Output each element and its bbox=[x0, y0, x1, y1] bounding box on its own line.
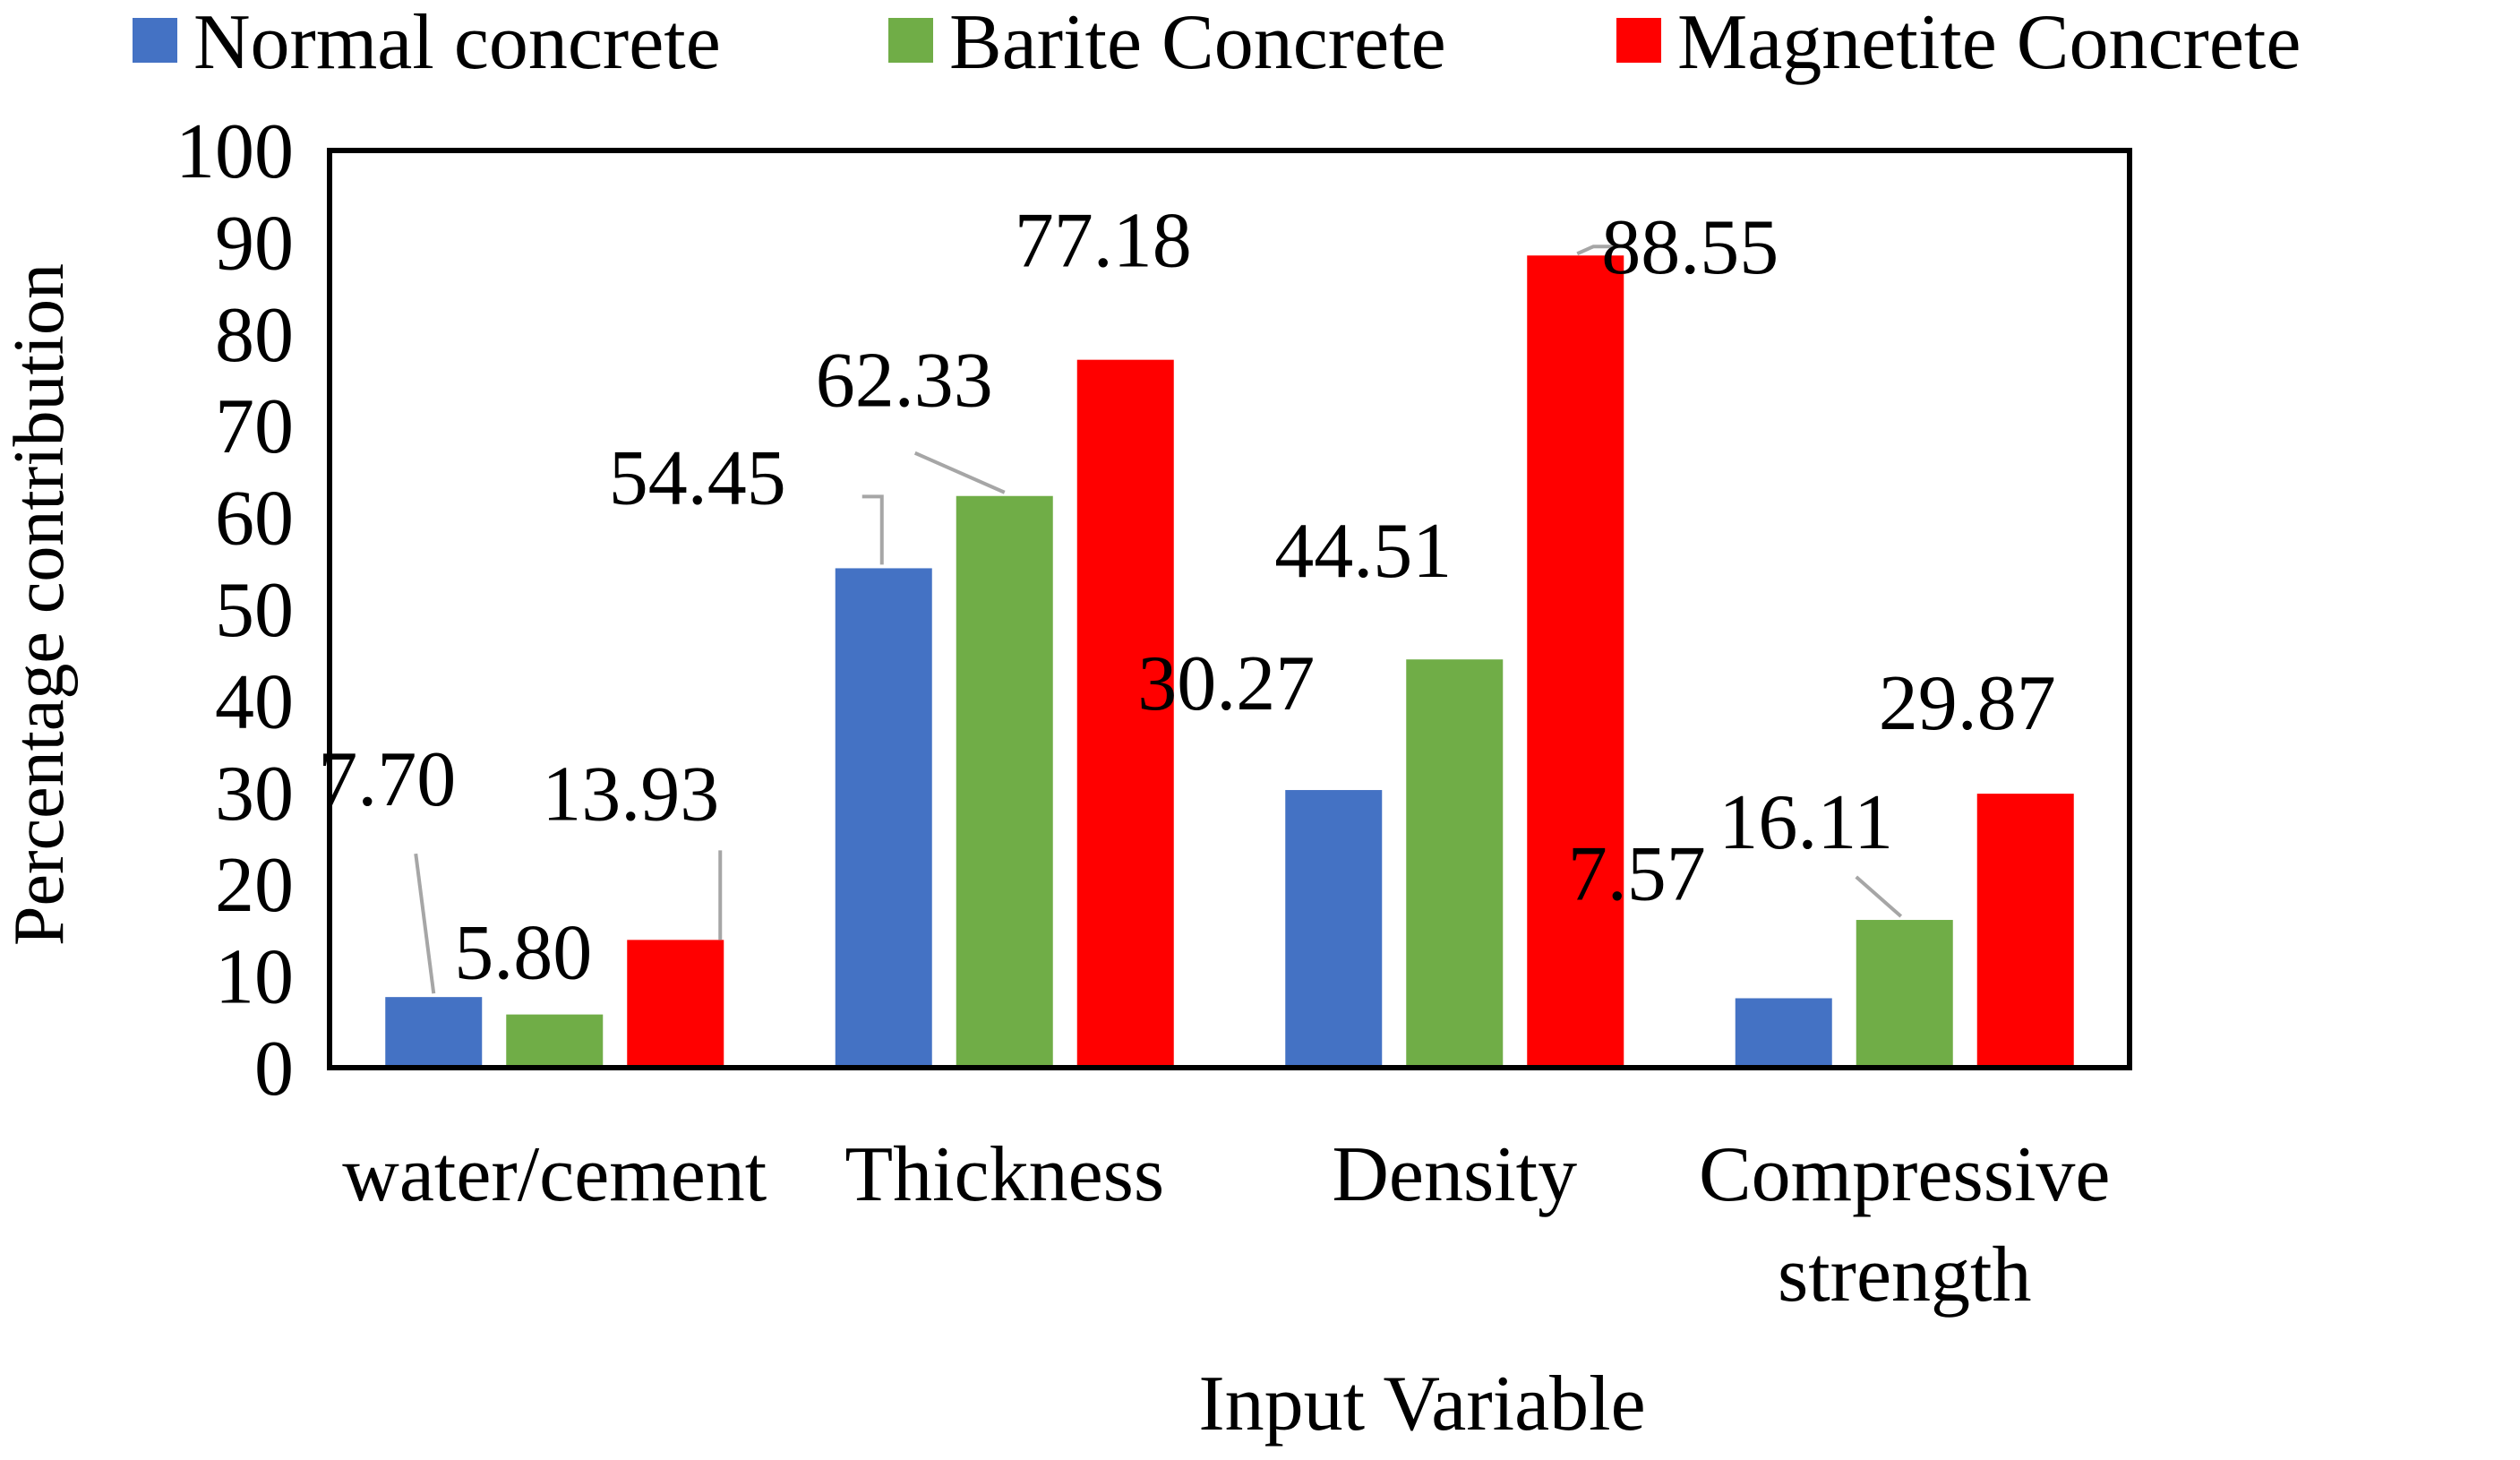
y-tick-label: 30 bbox=[215, 751, 294, 837]
data-label: 13.93 bbox=[542, 751, 719, 837]
category-label: strength bbox=[1778, 1232, 2032, 1318]
y-tick-label: 80 bbox=[215, 292, 294, 379]
bar bbox=[956, 495, 1053, 1068]
legend-swatch bbox=[888, 18, 933, 63]
data-label: 54.45 bbox=[609, 434, 786, 521]
legend: Normal concrete Barite Concrete Magnetite … bbox=[133, 0, 2301, 86]
data-label: 16.11 bbox=[1719, 779, 1893, 866]
bar bbox=[627, 940, 724, 1068]
data-label: 88.55 bbox=[1601, 204, 1779, 291]
plot-frame bbox=[327, 148, 2132, 1070]
legend-label: Magnetite Concrete bbox=[1677, 0, 2301, 86]
leader-line bbox=[913, 451, 1006, 494]
y-tick-label: 90 bbox=[215, 200, 294, 287]
y-axis-title: Percentage contribution bbox=[0, 263, 79, 946]
bar bbox=[506, 1014, 604, 1068]
bar bbox=[1735, 998, 1832, 1068]
leader-line bbox=[1855, 875, 1903, 918]
bar bbox=[1406, 659, 1504, 1068]
bar bbox=[385, 997, 483, 1068]
y-tick-label: 70 bbox=[215, 383, 294, 470]
category-label: water/cement bbox=[342, 1131, 767, 1218]
y-tick-label: 50 bbox=[215, 567, 294, 654]
y-tick-label: 10 bbox=[215, 934, 294, 1021]
bar bbox=[835, 568, 932, 1068]
category-label: Compressive bbox=[1699, 1131, 2111, 1218]
bar bbox=[1976, 794, 2074, 1068]
data-label: 30.27 bbox=[1137, 640, 1315, 727]
data-label: 44.51 bbox=[1274, 508, 1452, 595]
category-label: Density bbox=[1332, 1131, 1577, 1218]
legend-label: Normal concrete bbox=[193, 0, 721, 86]
leader-line bbox=[1576, 245, 1630, 256]
bar bbox=[1285, 790, 1383, 1068]
x-axis-title: Input Variable bbox=[1198, 1361, 1645, 1447]
data-label: 77.18 bbox=[1015, 198, 1192, 285]
y-tick-label: 20 bbox=[215, 842, 294, 929]
legend-label: Barite Concrete bbox=[949, 0, 1446, 86]
data-label: 7.70 bbox=[318, 736, 456, 823]
legend-swatch bbox=[133, 18, 177, 63]
leader-lines bbox=[414, 245, 1903, 994]
bar bbox=[1076, 359, 1174, 1069]
data-label: 62.33 bbox=[816, 338, 993, 425]
leader-line bbox=[414, 853, 436, 994]
data-label: 7.57 bbox=[1568, 830, 1706, 917]
category-label: Thickness bbox=[844, 1131, 1164, 1218]
data-label: 29.87 bbox=[1879, 660, 2056, 747]
leader-line bbox=[861, 494, 884, 565]
bars bbox=[385, 255, 2074, 1069]
y-tick-label: 40 bbox=[215, 658, 294, 745]
x-axis-categories: water/cement Thickness Density Compressive s… bbox=[342, 1131, 2110, 1318]
data-labels: 7.70 54.45 30.27 7.57 5.80 62.33 44.51 16.11 13.… bbox=[318, 198, 2056, 997]
bar bbox=[1527, 255, 1624, 1068]
data-label: 5.80 bbox=[454, 910, 592, 997]
y-tick-label: 100 bbox=[176, 108, 294, 195]
bar bbox=[1856, 920, 1953, 1068]
legend-swatch bbox=[1616, 18, 1661, 63]
y-tick-label: 0 bbox=[254, 1026, 294, 1112]
y-tick-label: 60 bbox=[215, 476, 294, 563]
